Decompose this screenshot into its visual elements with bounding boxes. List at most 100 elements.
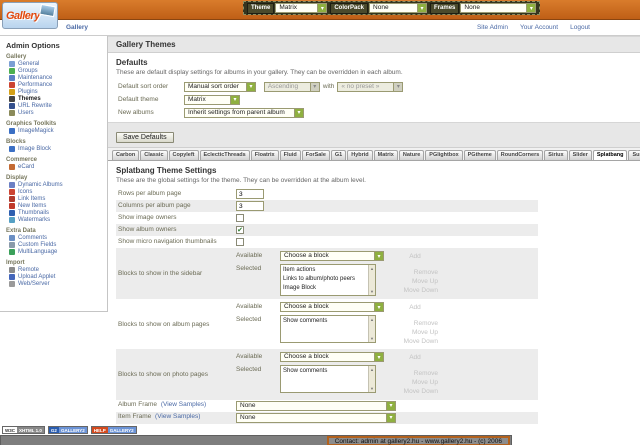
blocks-album-move-up-link[interactable]: Move Up: [411, 329, 438, 337]
badge-help-gallery2[interactable]: HELP GALLERY2: [90, 426, 137, 434]
listbox-scrollbar[interactable]: ▲ ▼: [368, 366, 375, 393]
blocks-sidebar-available-select[interactable]: Choose a block ▾: [280, 251, 384, 261]
blocks-sidebar-selected-listbox[interactable]: Item actions Links to album/photo peers Im…: [280, 264, 376, 296]
listbox-item[interactable]: Show comments: [283, 318, 328, 324]
chevron-down-icon[interactable]: ▾: [386, 401, 395, 410]
blocks-sidebar-add-link[interactable]: Add: [409, 252, 421, 260]
breadcrumb-gallery-link[interactable]: Gallery: [66, 24, 89, 31]
blocks-album-add-link[interactable]: Add: [409, 303, 421, 311]
blocks-photo-available-select[interactable]: Choose a block ▾: [280, 352, 384, 363]
logout-link[interactable]: Logout: [570, 24, 590, 31]
chevron-down-icon[interactable]: ▾: [526, 4, 536, 12]
new-albums-select[interactable]: Inherit settings from parent album ▾: [184, 107, 304, 118]
chevron-down-icon[interactable]: ▾: [417, 4, 427, 12]
listbox-item[interactable]: Show comments: [283, 368, 328, 375]
blocks-sidebar-remove-link[interactable]: Remove: [413, 269, 438, 276]
sidebar-item-upload-applet[interactable]: Upload Applet: [6, 274, 105, 281]
sidebar-item-link-items[interactable]: Link Items: [6, 196, 105, 203]
album-frame-select[interactable]: None ▾: [236, 400, 396, 411]
blocks-album-available-select[interactable]: Choose a block ▾: [280, 302, 384, 312]
show-image-owners-checkbox[interactable]: [236, 214, 244, 222]
sidebar-item-image-block[interactable]: Image Block: [6, 146, 105, 153]
tab-roundcorners[interactable]: RoundCorners: [496, 150, 544, 160]
chevron-down-icon[interactable]: ▾: [374, 353, 383, 362]
chevron-down-icon[interactable]: ▾: [230, 95, 239, 104]
listbox-item[interactable]: Links to album/photo peers: [283, 276, 356, 282]
tab-sun[interactable]: Sun: [628, 150, 640, 160]
sidebar-item-new-items[interactable]: New Items: [6, 203, 105, 210]
sort-preset-select[interactable]: « no preset » ▾: [337, 81, 404, 92]
sidebar-item-multilanguage[interactable]: MultiLanguage: [6, 249, 105, 256]
tab-floatrix[interactable]: Floatrix: [250, 150, 279, 160]
site-admin-link[interactable]: Site Admin: [476, 24, 509, 31]
blocks-photo-add-link[interactable]: Add: [409, 353, 421, 361]
listbox-item[interactable]: Item actions: [283, 267, 316, 273]
blocks-album-selected-listbox[interactable]: Show comments ▲ ▼: [280, 315, 376, 343]
listbox-item[interactable]: Image Block: [283, 285, 317, 291]
tab-pglightbox[interactable]: PGlightbox: [425, 150, 463, 160]
item-frame-select[interactable]: None ▾: [236, 412, 396, 423]
tab-classic[interactable]: Classic: [140, 150, 168, 160]
default-theme-select[interactable]: Matrix ▾: [184, 94, 240, 105]
chevron-down-icon[interactable]: ▾: [246, 82, 255, 91]
listbox-scrollbar[interactable]: ▲ ▼: [368, 265, 375, 295]
sidebar-item-ecard[interactable]: eCard: [6, 164, 105, 171]
chevron-down-icon[interactable]: ▾: [374, 252, 383, 260]
blocks-album-remove-link[interactable]: Remove: [413, 320, 438, 327]
sidebar-item-icons[interactable]: Icons: [6, 189, 105, 196]
tab-copyleft[interactable]: Copyleft: [168, 150, 199, 160]
blocks-photo-selected-listbox[interactable]: Show comments ▲ ▼: [280, 365, 376, 394]
album-frame-view-samples-link[interactable]: (View Samples): [160, 401, 207, 409]
badge-g2-gallery2[interactable]: G2 GALLERY2: [47, 426, 88, 434]
show-micro-nav-checkbox[interactable]: [236, 238, 244, 246]
sidebar-item-groups[interactable]: Groups: [6, 68, 105, 75]
sidebar-item-performance[interactable]: Performance: [6, 82, 105, 89]
blocks-sidebar-move-down-link[interactable]: Move Down: [403, 287, 438, 295]
item-frame-view-samples-link[interactable]: (View Samples): [155, 413, 201, 421]
sidebar-item-imagemagick[interactable]: ImageMagick: [6, 128, 105, 135]
sidebar-item-web-server[interactable]: Web/Server: [6, 281, 105, 288]
sidebar-item-remote[interactable]: Remote: [6, 267, 105, 274]
your-account-link[interactable]: Your Account: [520, 24, 559, 31]
tab-matrix[interactable]: Matrix: [373, 150, 398, 160]
chevron-down-icon[interactable]: ▾: [374, 303, 383, 311]
theme-select[interactable]: Matrix ▾: [275, 3, 328, 13]
tab-pgtheme[interactable]: PGtheme: [463, 150, 496, 160]
sidebar-item-general[interactable]: General: [6, 61, 105, 68]
default-sort-order-select[interactable]: Manual sort order ▾: [184, 81, 256, 92]
cols-per-page-input[interactable]: [236, 201, 264, 211]
sidebar-item-maintenance[interactable]: Maintenance: [6, 75, 105, 82]
chevron-down-icon[interactable]: ▾: [294, 108, 303, 117]
sidebar-item-thumbnails[interactable]: Thumbnails: [6, 210, 105, 217]
blocks-sidebar-move-up-link[interactable]: Move Up: [411, 278, 438, 286]
show-album-owners-checkbox[interactable]: [236, 226, 244, 234]
frames-select[interactable]: None ▾: [460, 3, 537, 13]
rows-per-page-input[interactable]: [236, 189, 264, 199]
tab-g1[interactable]: G1: [330, 150, 347, 160]
tab-slider[interactable]: Slider: [568, 150, 592, 160]
tab-fluid[interactable]: Fluid: [279, 150, 301, 160]
chevron-down-icon[interactable]: ▾: [317, 4, 327, 12]
sidebar-item-plugins[interactable]: Plugins: [6, 89, 105, 96]
sort-direction-select[interactable]: Ascending ▾: [263, 81, 320, 92]
tab-carbon[interactable]: Carbon: [112, 150, 140, 160]
sidebar-item-url-rewrite[interactable]: URL Rewrite: [6, 103, 105, 110]
tab-siriux[interactable]: Siriux: [544, 150, 568, 160]
tab-hybrid[interactable]: Hybrid: [347, 150, 373, 160]
tab-splatbang[interactable]: Splatbang: [592, 150, 628, 160]
save-defaults-button[interactable]: Save Defaults: [116, 132, 174, 143]
colorpack-select[interactable]: None ▾: [369, 3, 428, 13]
blocks-album-move-down-link[interactable]: Move Down: [403, 338, 438, 346]
chevron-down-icon[interactable]: ▾: [386, 413, 395, 422]
gallery-logo[interactable]: Gallery: [2, 2, 58, 29]
tab-forsale[interactable]: ForSale: [301, 150, 330, 160]
sidebar-item-themes[interactable]: Themes: [6, 96, 105, 103]
blocks-photo-move-up-link[interactable]: Move Up: [411, 379, 438, 387]
sidebar-item-users[interactable]: Users: [6, 110, 105, 117]
listbox-scrollbar[interactable]: ▲ ▼: [368, 316, 375, 342]
sidebar-item-dynamic-albums[interactable]: Dynamic Albums: [6, 182, 105, 189]
sidebar-item-watermarks[interactable]: Watermarks: [6, 217, 105, 224]
blocks-photo-remove-link[interactable]: Remove: [413, 370, 438, 378]
sidebar-item-comments[interactable]: Comments: [6, 235, 105, 242]
sidebar-item-custom-fields[interactable]: Custom Fields: [6, 242, 105, 249]
